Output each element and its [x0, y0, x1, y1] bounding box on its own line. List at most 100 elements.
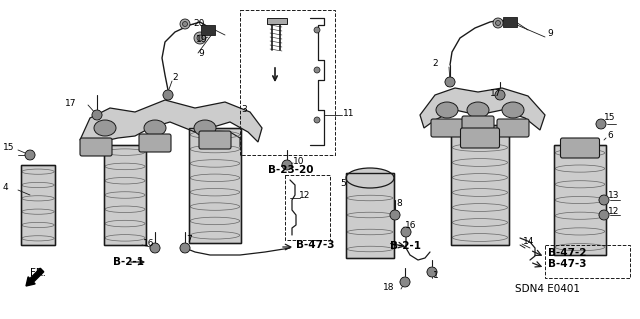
Text: 19: 19	[196, 35, 207, 44]
Polygon shape	[403, 228, 408, 232]
Bar	[346, 173, 394, 257]
Ellipse shape	[194, 120, 216, 136]
Text: 14: 14	[523, 238, 534, 247]
Circle shape	[314, 27, 320, 33]
Polygon shape	[392, 215, 397, 219]
Text: B-47-3: B-47-3	[548, 259, 586, 269]
Text: 15: 15	[604, 114, 616, 122]
FancyBboxPatch shape	[462, 116, 494, 134]
Text: 2: 2	[432, 60, 438, 69]
Polygon shape	[401, 228, 406, 232]
Polygon shape	[92, 111, 97, 115]
Text: B-2-1: B-2-1	[113, 257, 144, 267]
Polygon shape	[150, 244, 155, 248]
Polygon shape	[599, 215, 604, 219]
Polygon shape	[596, 120, 601, 124]
Text: SDN4 E0401: SDN4 E0401	[515, 284, 580, 294]
Polygon shape	[406, 228, 411, 232]
Polygon shape	[450, 82, 455, 86]
Bar	[104, 145, 146, 245]
Polygon shape	[403, 278, 408, 282]
Polygon shape	[429, 272, 435, 276]
Bar	[104, 145, 146, 245]
Polygon shape	[25, 151, 30, 155]
Text: 9: 9	[547, 28, 553, 38]
Polygon shape	[495, 95, 500, 99]
Ellipse shape	[467, 102, 489, 118]
FancyBboxPatch shape	[461, 128, 499, 148]
Polygon shape	[166, 95, 170, 99]
Bar	[346, 173, 394, 257]
Bar	[451, 125, 509, 245]
FancyBboxPatch shape	[561, 138, 600, 158]
Polygon shape	[604, 215, 609, 219]
Circle shape	[314, 67, 320, 73]
Polygon shape	[400, 278, 405, 282]
Polygon shape	[390, 211, 395, 215]
Circle shape	[445, 77, 455, 87]
FancyBboxPatch shape	[80, 138, 112, 156]
Text: 13: 13	[608, 191, 620, 201]
Polygon shape	[400, 282, 405, 286]
Bar	[554, 145, 606, 255]
Polygon shape	[500, 91, 505, 95]
Polygon shape	[95, 111, 99, 115]
Polygon shape	[403, 232, 408, 236]
Polygon shape	[92, 115, 97, 119]
Polygon shape	[602, 196, 607, 200]
Polygon shape	[282, 161, 287, 165]
Polygon shape	[30, 151, 35, 155]
Polygon shape	[150, 248, 155, 252]
Polygon shape	[420, 88, 545, 130]
Text: 11: 11	[343, 108, 355, 117]
Circle shape	[163, 90, 173, 100]
Ellipse shape	[436, 102, 458, 118]
Polygon shape	[168, 95, 173, 99]
Circle shape	[599, 195, 609, 205]
Polygon shape	[406, 232, 411, 236]
Polygon shape	[427, 268, 432, 272]
Polygon shape	[182, 248, 188, 252]
Polygon shape	[168, 91, 173, 95]
Polygon shape	[390, 215, 395, 219]
Bar	[240, 10, 335, 155]
Polygon shape	[163, 91, 168, 95]
Circle shape	[282, 160, 292, 170]
Circle shape	[182, 21, 188, 26]
Circle shape	[150, 243, 160, 253]
Text: 15: 15	[3, 144, 15, 152]
Polygon shape	[152, 244, 157, 248]
Circle shape	[194, 32, 206, 44]
Polygon shape	[163, 95, 168, 99]
Circle shape	[400, 277, 410, 287]
Polygon shape	[287, 161, 292, 165]
Text: B-47-2: B-47-2	[548, 248, 586, 258]
Circle shape	[427, 267, 437, 277]
Text: 12: 12	[299, 191, 310, 201]
Text: 12: 12	[608, 206, 620, 216]
Polygon shape	[427, 272, 432, 276]
Bar	[503, 17, 517, 27]
FancyBboxPatch shape	[139, 134, 171, 152]
Polygon shape	[182, 244, 188, 248]
Circle shape	[596, 119, 606, 129]
Bar	[21, 165, 55, 245]
Polygon shape	[601, 120, 606, 124]
Polygon shape	[97, 111, 102, 115]
FancyArrow shape	[26, 268, 44, 286]
Ellipse shape	[94, 120, 116, 136]
Polygon shape	[432, 272, 437, 276]
Circle shape	[180, 243, 190, 253]
Polygon shape	[282, 165, 287, 169]
Circle shape	[401, 227, 411, 237]
Polygon shape	[95, 115, 99, 119]
Text: 6: 6	[607, 131, 612, 140]
FancyBboxPatch shape	[497, 119, 529, 137]
FancyBboxPatch shape	[431, 119, 463, 137]
Polygon shape	[596, 124, 601, 128]
Circle shape	[314, 117, 320, 123]
Circle shape	[92, 110, 102, 120]
Text: B-2-1: B-2-1	[390, 241, 421, 251]
Polygon shape	[185, 248, 190, 252]
Polygon shape	[80, 100, 262, 142]
